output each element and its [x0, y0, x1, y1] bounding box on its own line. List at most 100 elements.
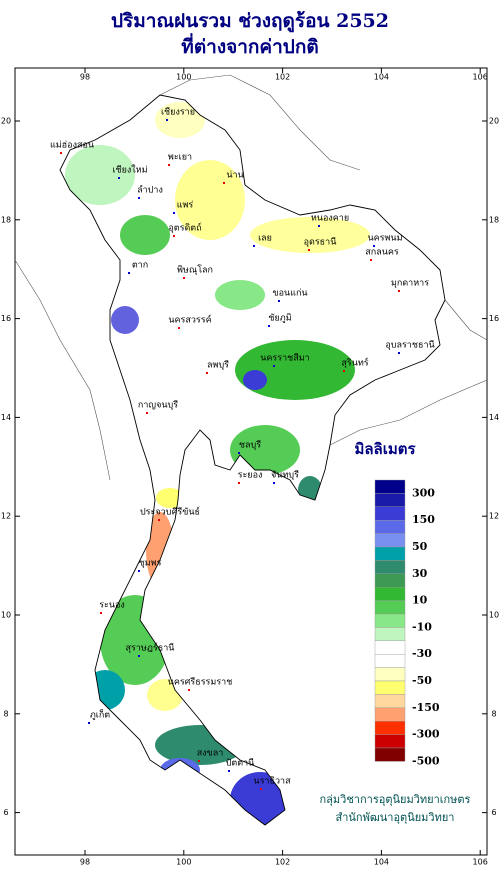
- province-label: ชุมพร: [139, 559, 162, 569]
- station-dot: [173, 235, 175, 237]
- station-dot: [278, 300, 280, 302]
- legend-swatch: [374, 707, 406, 722]
- legend-swatch: [374, 734, 406, 749]
- province-label: สกลนคร: [365, 248, 399, 258]
- province-label: ระยอง: [238, 471, 263, 481]
- province-label: อุบลราชธานี: [385, 340, 434, 351]
- province-label: ตาก: [132, 261, 148, 271]
- legend-label: 50: [412, 540, 428, 553]
- legend-swatch: [374, 747, 406, 762]
- lat-label: 20: [489, 117, 499, 126]
- station-dot: [253, 245, 255, 247]
- legend-swatch: [374, 721, 406, 735]
- lon-label: 100: [176, 73, 191, 82]
- lat-label: 8: [3, 709, 8, 718]
- station-dot: [370, 259, 372, 261]
- station-dot: [373, 245, 375, 247]
- legend-label: -50: [412, 674, 432, 687]
- province-label: ขอนแก่น: [272, 289, 307, 299]
- station-dot: [100, 612, 102, 614]
- station-dot: [260, 788, 262, 790]
- lat-label: 6: [491, 808, 496, 817]
- lat-label: 10: [1, 611, 11, 620]
- station-dot: [398, 290, 400, 292]
- province-label: สุรินทร์: [341, 357, 368, 369]
- station-dot: [308, 249, 310, 251]
- province-label: ลพบุรี: [207, 360, 229, 371]
- station-dot: [118, 177, 120, 179]
- station-dot: [138, 570, 140, 572]
- lat-label: 16: [1, 314, 11, 323]
- province-label: ปัตตานี: [226, 758, 255, 769]
- lat-label: 12: [489, 512, 499, 521]
- province-label: ประจวบคีรีขันธ์: [140, 506, 200, 518]
- legend-swatch: [374, 520, 406, 534]
- legend-label: 150: [412, 513, 435, 526]
- graticule: 98 98 100 100 102 102 104 104 106 106 6 6 8 8 10 10 12 12…: [1, 68, 499, 867]
- province-label: ลำปาง: [137, 185, 163, 196]
- legend-label: -150: [412, 701, 440, 714]
- legend-swatch: [374, 694, 406, 709]
- station-dot: [398, 352, 400, 354]
- legend-swatch: [374, 667, 406, 682]
- province-label: กาญจนบุรี: [138, 400, 178, 411]
- legend-swatch: [374, 493, 406, 507]
- lat-label: 18: [1, 215, 11, 224]
- legend-swatch: [374, 627, 406, 642]
- station-dot: [146, 412, 148, 414]
- lat-label: 12: [1, 512, 11, 521]
- legend-title: มิลลิเมตร: [354, 440, 416, 458]
- lon-label: 102: [275, 73, 290, 82]
- station-dot: [268, 325, 270, 327]
- credit-line: กลุ่มวิชาการอุตุนิยมวิทยาเกษตร: [320, 793, 471, 806]
- neighbor-borders: [14, 74, 488, 481]
- station-dot: [166, 119, 168, 121]
- legend-swatch: [374, 587, 406, 601]
- lat-label: 16: [489, 314, 499, 323]
- lon-label: 106: [473, 73, 488, 82]
- legend-swatch: [374, 600, 406, 615]
- province-label: ชัยภูมิ: [268, 313, 291, 324]
- legend-swatch: [374, 506, 406, 521]
- station-dot: [198, 760, 200, 762]
- legend-label: 30: [412, 567, 428, 580]
- province-label: นครราชสีมา: [260, 353, 309, 364]
- province-label: นครศรีธรรมราช: [168, 677, 233, 688]
- lon-label: 102: [275, 858, 290, 867]
- legend-swatch: [374, 613, 406, 628]
- province-label: พิษณุโลก: [177, 265, 213, 276]
- province-label: ภูเก็ต: [90, 708, 110, 721]
- lon-label: 104: [374, 858, 389, 867]
- province-label: เชียงราย: [161, 107, 195, 118]
- credit-line: สำนักพัฒนาอุตุนิยมวิทยา: [336, 811, 455, 824]
- province-label: เชียงใหม่: [112, 165, 147, 176]
- province-label: ชลบุรี: [239, 440, 261, 451]
- station-dot: [173, 212, 175, 214]
- lon-label: 104: [374, 73, 389, 82]
- legend-label: -10: [412, 620, 432, 633]
- station-dot: [223, 182, 225, 184]
- province-label: แพร่: [177, 201, 194, 211]
- station-dot: [206, 372, 208, 374]
- legend-swatch: [374, 533, 406, 548]
- station-dot: [138, 197, 140, 199]
- station-dot: [238, 452, 240, 454]
- province-label: จันทบุรี: [271, 470, 299, 481]
- station-dot: [60, 152, 62, 154]
- lat-label: 6: [3, 808, 8, 817]
- legend-label: 300: [412, 486, 435, 499]
- legend-swatch: [374, 546, 406, 561]
- legend-swatch: [374, 560, 406, 575]
- legend-swatch: [374, 640, 406, 655]
- province-label: หนองคาย: [311, 214, 349, 224]
- lon-label: 106: [473, 858, 488, 867]
- station-dot: [178, 327, 180, 329]
- station-dot: [88, 722, 90, 724]
- lon-label: 98: [80, 73, 90, 82]
- lon-label: 100: [176, 858, 191, 867]
- province-label: นครพนม: [367, 234, 402, 244]
- legend-label: 10: [412, 594, 428, 607]
- province-label: สุราษฎร์ธานี: [126, 642, 175, 654]
